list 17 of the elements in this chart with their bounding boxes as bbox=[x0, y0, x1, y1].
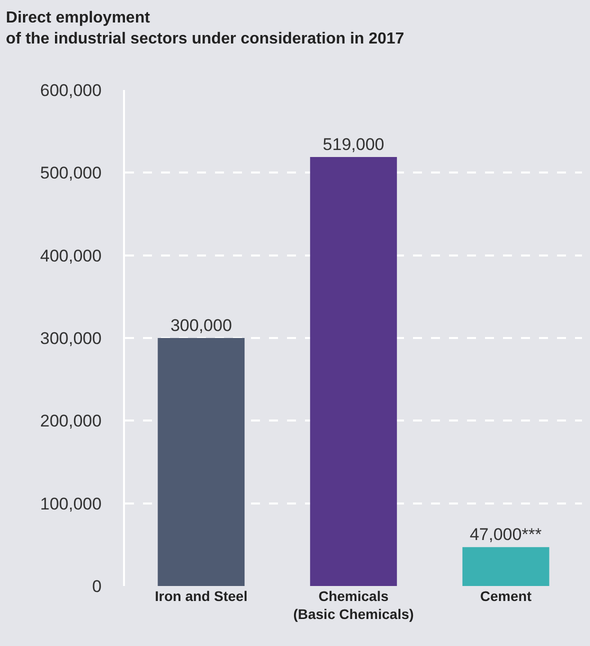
y-tick-label: 500,000 bbox=[40, 164, 102, 183]
data-label: 519,000 bbox=[322, 134, 384, 154]
data-label: 47,000*** bbox=[470, 525, 542, 544]
bar bbox=[310, 156, 397, 586]
y-tick-label: 0 bbox=[92, 576, 102, 596]
data-label: 300,000 bbox=[170, 316, 232, 335]
y-tick-label: 100,000 bbox=[40, 494, 102, 514]
x-tick-label: Cement bbox=[480, 588, 532, 604]
bar bbox=[462, 547, 550, 586]
bar bbox=[158, 338, 245, 586]
chart-title: Direct employment of the industrial sectors under consideration in 2017 bbox=[6, 10, 404, 48]
x-tick-label: Chemicals (Basic Chemicals) bbox=[293, 588, 414, 622]
y-tick-label: 600,000 bbox=[40, 80, 102, 100]
y-tick-label: 400,000 bbox=[40, 246, 102, 266]
y-tick-label: 300,000 bbox=[40, 328, 102, 348]
x-tick-label: Iron and Steel bbox=[154, 588, 248, 604]
y-tick-label: 200,000 bbox=[40, 412, 102, 431]
